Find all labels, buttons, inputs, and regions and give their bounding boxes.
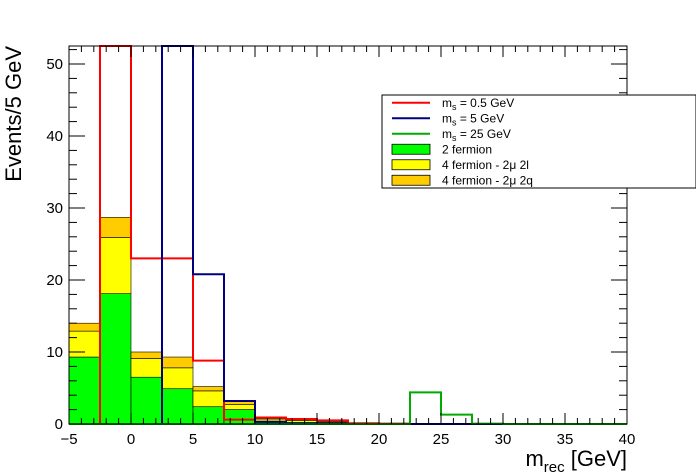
bar-0-3 (161, 388, 194, 425)
bar-2-3 (161, 356, 194, 369)
bar-0-1 (99, 293, 132, 425)
bar-1-4 (192, 390, 225, 408)
bar-2-8 (316, 421, 349, 423)
x-axis-label-sub: rec (544, 459, 565, 472)
legend-label-suffix: = 25 GeV (457, 127, 511, 141)
x-axis-label-unit: [GeV] (565, 446, 627, 471)
y-axis-label: Events/5 GeV (1, 46, 26, 182)
legend-label-main: m (442, 111, 452, 125)
legend-box (381, 94, 696, 189)
y-tick-label: 20 (46, 272, 63, 289)
y-tick-label: 30 (46, 200, 63, 217)
legend-label-sub: s (452, 133, 457, 143)
legend-label-main: m (442, 96, 452, 110)
legend-label-0: ms = 0.5 GeV (442, 96, 514, 112)
bar-1-3 (161, 367, 194, 390)
x-tick-label: 5 (189, 431, 197, 448)
legend-box-swatch-3 (391, 143, 431, 155)
bar-0-2 (130, 376, 163, 425)
bar-2-4 (192, 386, 225, 392)
x-tick-label: 30 (495, 431, 512, 448)
y-tick-label: 40 (46, 128, 63, 145)
x-tick-label: 35 (557, 431, 574, 448)
legend-box-swatch-4 (391, 159, 431, 171)
x-tick-label: 0 (127, 431, 135, 448)
bar-1-0 (68, 330, 101, 358)
x-axis-label: mrec [GeV] (525, 446, 627, 472)
legend-label-sub: s (452, 102, 457, 112)
bar-2-0 (68, 322, 101, 332)
legend-label-main: 4 fermion - 2μ 2q (442, 173, 533, 187)
stacked-backgrounds (68, 217, 411, 425)
legend-label-2: ms = 25 GeV (442, 127, 511, 143)
x-tick-label: 10 (247, 431, 264, 448)
legend-label-suffix: = 5 GeV (457, 111, 505, 125)
bar-2-5 (223, 401, 256, 405)
bar-2-2 (130, 351, 163, 359)
y-tick-label: 10 (46, 344, 63, 361)
x-tick-label: 20 (371, 431, 388, 448)
x-tick-label: 25 (433, 431, 450, 448)
bar-0-5 (223, 409, 256, 425)
bar-1-7 (285, 420, 318, 423)
legend-label-1: ms = 5 GeV (442, 111, 504, 127)
bar-1-5 (223, 404, 256, 410)
y-tick-label: 50 (46, 56, 63, 73)
bar-0-4 (192, 406, 225, 425)
bar-1-6 (254, 418, 287, 422)
x-tick-label: 40 (619, 431, 636, 448)
x-tick-label: 15 (309, 431, 326, 448)
legend-label-main: 4 fermion - 2μ 2l (442, 158, 529, 172)
legend-box-swatch-5 (391, 174, 431, 186)
legend-label-5: 4 fermion - 2μ 2q (442, 173, 533, 187)
x-tick-label: −5 (60, 431, 77, 448)
legend-label-4: 4 fermion - 2μ 2l (442, 158, 529, 172)
bar-1-2 (130, 358, 163, 378)
legend-label-main: m (442, 127, 452, 141)
x-axis-label-main: m (525, 446, 543, 471)
bar-1-1 (99, 237, 132, 294)
bar-0-0 (68, 356, 101, 425)
legend-label-sub: s (452, 117, 457, 127)
legend-label-main: 2 fermion (442, 142, 492, 156)
bar-2-1 (99, 217, 132, 238)
legend-label-3: 2 fermion (442, 142, 492, 156)
y-tick-label: 0 (55, 416, 63, 433)
legend-label-suffix: = 0.5 GeV (457, 96, 515, 110)
plot-frame (68, 45, 628, 425)
